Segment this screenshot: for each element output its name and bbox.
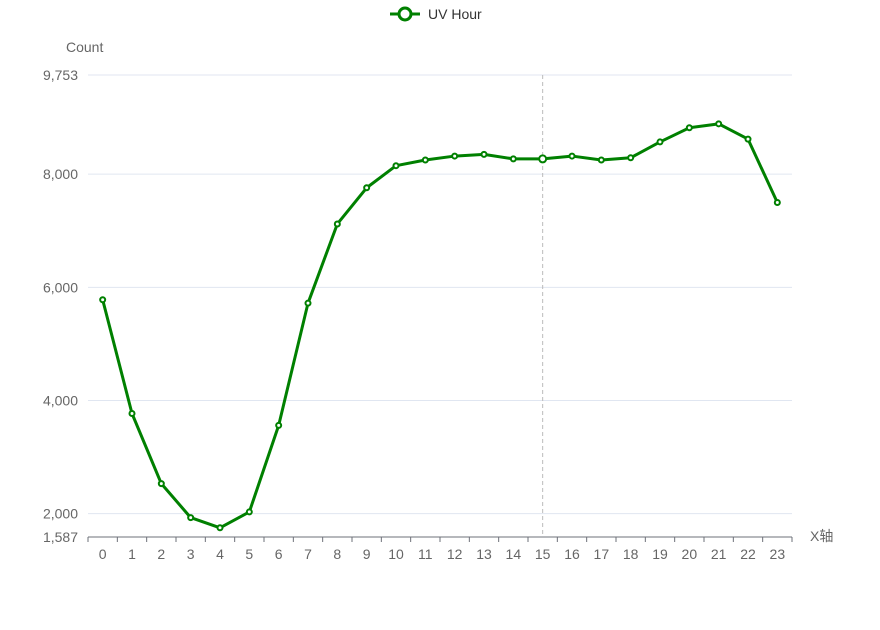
gridlines xyxy=(88,74,792,515)
data-point[interactable] xyxy=(392,162,400,170)
series-line xyxy=(101,122,779,530)
y-tick-label: 8,000 xyxy=(43,166,78,182)
data-point[interactable] xyxy=(451,152,459,160)
y-tick-label: 1,587 xyxy=(43,529,78,545)
x-tick-label: 1 xyxy=(128,546,136,562)
x-tick-label: 4 xyxy=(216,546,224,562)
x-tick-label: 6 xyxy=(275,546,283,562)
x-tick-label: 19 xyxy=(652,546,668,562)
data-point[interactable] xyxy=(509,155,517,163)
y-axis-title: Count xyxy=(66,39,103,55)
x-tick-label: 15 xyxy=(535,546,551,562)
x-axis: 0 1 2 3 4 5 6 7 8 9 10 11 12 13 14 15 16 17 18 19 20 21 22 23 xyxy=(87,536,793,562)
x-tick-label: 23 xyxy=(770,546,786,562)
x-tick-label: 16 xyxy=(564,546,580,562)
x-tick-label: 7 xyxy=(304,546,312,562)
data-point[interactable] xyxy=(685,124,693,132)
data-point[interactable] xyxy=(363,184,371,192)
x-tick-label: 13 xyxy=(476,546,492,562)
legend-label: UV Hour xyxy=(428,6,482,22)
x-tick-label: 3 xyxy=(187,546,195,562)
data-point[interactable] xyxy=(304,299,312,307)
legend-circle-marker xyxy=(397,6,413,22)
x-tick-label: 0 xyxy=(99,546,107,562)
x-tick-label: 12 xyxy=(447,546,463,562)
x-tick-label: 2 xyxy=(157,546,165,562)
data-point[interactable] xyxy=(187,514,195,522)
data-point[interactable] xyxy=(773,198,781,206)
data-point[interactable] xyxy=(216,524,224,532)
x-tick-label: 18 xyxy=(623,546,639,562)
y-tick-label: 9,753 xyxy=(43,67,78,83)
y-tick-label: 4,000 xyxy=(43,392,78,408)
x-tick-label: 10 xyxy=(388,546,404,562)
x-tick-label: 14 xyxy=(506,546,522,562)
x-tick-label: 17 xyxy=(594,546,610,562)
data-point[interactable] xyxy=(275,421,283,429)
x-tick-label: 5 xyxy=(245,546,253,562)
x-tick-label: 20 xyxy=(682,546,698,562)
x-tick-label: 21 xyxy=(711,546,727,562)
x-axis-title: X轴 xyxy=(810,528,833,544)
x-tick-label: 8 xyxy=(333,546,341,562)
data-point[interactable] xyxy=(421,156,429,164)
x-tick-label: 9 xyxy=(363,546,371,562)
y-tick-label: 2,000 xyxy=(43,506,78,522)
data-point[interactable] xyxy=(656,138,664,146)
data-point[interactable] xyxy=(245,508,253,516)
data-point[interactable] xyxy=(99,296,107,304)
data-point[interactable] xyxy=(128,409,136,417)
legend[interactable]: UV Hour xyxy=(390,6,482,22)
y-tick-label: 6,000 xyxy=(43,279,78,295)
data-point[interactable] xyxy=(157,480,165,488)
data-point[interactable] xyxy=(715,120,723,128)
data-point[interactable] xyxy=(597,156,605,164)
y-axis-ticks: 1,587 2,000 4,000 6,000 8,000 9,753 xyxy=(43,67,78,545)
x-tick-label: 22 xyxy=(740,546,756,562)
data-point[interactable] xyxy=(627,154,635,162)
data-point[interactable] xyxy=(480,150,488,158)
series-uv-hour xyxy=(99,120,781,532)
data-point[interactable] xyxy=(333,220,341,228)
data-point[interactable] xyxy=(744,135,752,143)
data-point[interactable] xyxy=(568,152,576,160)
x-tick-label: 11 xyxy=(418,546,433,562)
data-point[interactable] xyxy=(538,154,548,164)
